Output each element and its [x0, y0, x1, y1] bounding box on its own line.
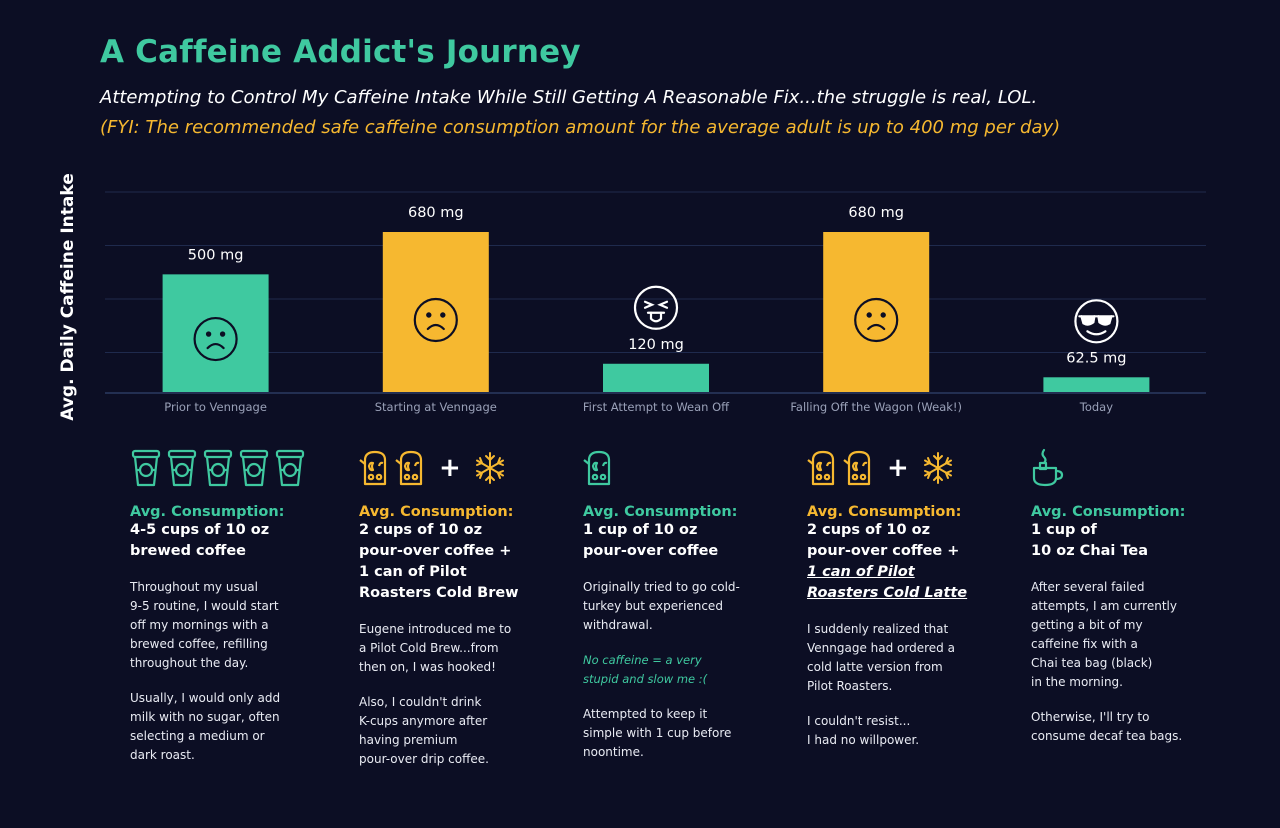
description-paragraph: Originally tried to go cold- turkey but … [583, 580, 740, 632]
consumption-detail: 1 cup of [1031, 522, 1097, 538]
bar [1043, 377, 1150, 392]
description-paragraph: Usually, I would only add milk with no s… [130, 691, 281, 762]
bar [382, 232, 489, 392]
coffee-cup-icon [274, 448, 306, 488]
x-tick-label: Today [1079, 400, 1113, 414]
snowflake-icon [921, 451, 955, 485]
consumption-detail: pour-over coffee + [807, 543, 960, 559]
consumption-detail: 10 oz Chai Tea [1031, 543, 1149, 559]
consumption-detail: 2 cups of 10 oz [807, 522, 931, 538]
bar-chart: 500 mg Prior to Venngage 680 mg Starting at… [105, 191, 1206, 414]
description-paragraph: Also, I couldn't drink K-cups anymore af… [359, 695, 489, 766]
value-label: 680 mg [408, 205, 464, 221]
column-prior-to-venngage: Avg. Consumption: 4-5 cups of 10 oz brew… [130, 446, 330, 765]
consumption-detail: brewed coffee [130, 543, 246, 559]
x-tick-label: Prior to Venngage [164, 400, 267, 414]
pour-over-kettle-icon [395, 448, 427, 488]
value-label: 680 mg [848, 205, 904, 221]
consumption-detail: 4-5 cups of 10 oz [130, 522, 270, 538]
consumption-detail: 1 cup of 10 oz [583, 522, 698, 538]
consumption-detail-underlined: 1 can of Pilot [807, 564, 915, 580]
coffee-cup-icon [238, 448, 270, 488]
bar [603, 363, 709, 392]
consumption-icons [583, 446, 783, 490]
snowflake-icon [473, 451, 507, 485]
column-first-attempt: Avg. Consumption: 1 cup of 10 oz pour-ov… [583, 446, 783, 762]
description-paragraph: Otherwise, I'll try to consume decaf tea… [1031, 710, 1183, 743]
tongue-out-face-icon [633, 285, 679, 330]
column-today: Avg. Consumption: 1 cup of 10 oz Chai Te… [1031, 446, 1231, 746]
coffee-cup-icon [202, 448, 234, 488]
x-tick-label: Falling Off the Wagon (Weak!) [790, 400, 962, 414]
tea-cup-icon [1031, 448, 1065, 488]
bar [162, 274, 269, 392]
description-paragraph: Eugene introduced me to a Pilot Cold Bre… [359, 622, 512, 674]
consumption-detail: 1 can of Pilot [359, 564, 467, 580]
italic-note: No caffeine = a very stupid and slow me … [583, 653, 708, 686]
pour-over-kettle-icon [583, 448, 615, 488]
coffee-cup-icon [166, 448, 198, 488]
description-paragraph: Throughout my usual 9-5 routine, I would… [130, 580, 279, 670]
avg-consumption-label: Avg. Consumption: [583, 504, 738, 520]
sad-face-icon [193, 316, 238, 362]
avg-consumption-label: Avg. Consumption: [359, 504, 514, 520]
avg-consumption-label: Avg. Consumption: [130, 504, 285, 520]
consumption-detail-underlined: Roasters Cold Latte [807, 585, 968, 601]
avg-consumption-label: Avg. Consumption: [1031, 504, 1186, 520]
consumption-icons [130, 446, 330, 490]
consumption-icons [1031, 446, 1231, 490]
fyi-note: (FYI: The recommended safe caffeine cons… [100, 117, 1061, 138]
avg-consumption-label: Avg. Consumption: [807, 504, 962, 520]
bar [823, 232, 930, 392]
consumption-detail: pour-over coffee + [359, 543, 512, 559]
coffee-cup-icon [130, 448, 162, 488]
page-title: A Caffeine Addict's Journey [100, 34, 581, 70]
value-label: 62.5 mg [1066, 350, 1126, 366]
value-label: 120 mg [628, 337, 684, 353]
sad-face-icon [413, 297, 458, 343]
consumption-icons: + [807, 446, 1007, 490]
description-paragraph: I suddenly realized that Venngage had or… [807, 622, 955, 693]
consumption-icons: + [359, 446, 559, 490]
x-tick-label: First Attempt to Wean Off [583, 400, 730, 414]
pour-over-kettle-icon [359, 448, 391, 488]
column-starting-at-venngage: + Avg. Consumption: 2 cups of 10 oz pour… [359, 446, 559, 769]
consumption-detail: 2 cups of 10 oz [359, 522, 483, 538]
description-paragraph: After several failed attempts, I am curr… [1031, 580, 1177, 689]
description-paragraph: I couldn't resist... I had no willpower. [807, 714, 920, 747]
value-label: 500 mg [188, 247, 244, 263]
pour-over-kettle-icon [843, 448, 875, 488]
plus-sign: + [887, 453, 909, 483]
column-falling-off-the-wagon: + Avg. Consumption: 2 cups of 10 oz pour… [807, 446, 1007, 750]
description-paragraph: Attempted to keep it simple with 1 cup b… [583, 707, 732, 759]
consumption-detail: Roasters Cold Brew [359, 585, 519, 601]
page-subtitle: Attempting to Control My Caffeine Intake… [100, 87, 1038, 108]
plus-sign: + [439, 453, 461, 483]
sad-face-icon [854, 297, 899, 343]
consumption-detail: pour-over coffee [583, 543, 719, 559]
pour-over-kettle-icon [807, 448, 839, 488]
x-tick-label: Starting at Venngage [375, 400, 497, 414]
sunglasses-face-icon [1074, 299, 1119, 344]
